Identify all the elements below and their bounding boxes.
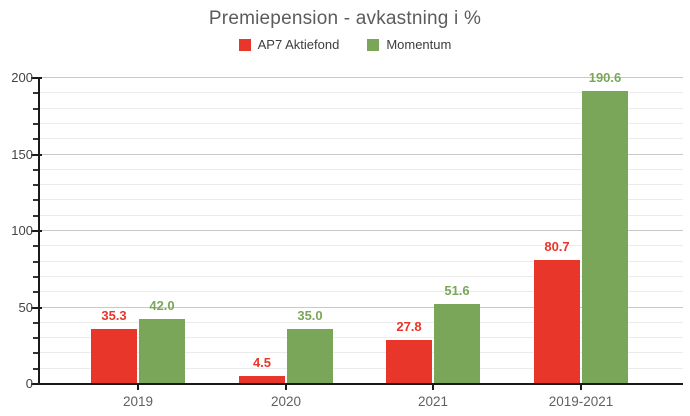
x-axis-label: 2021 xyxy=(417,394,449,409)
y-axis-minor-tick xyxy=(33,337,38,339)
bar-momentum xyxy=(582,91,628,383)
legend-item: Momentum xyxy=(367,37,451,52)
major-gridline xyxy=(38,77,683,78)
y-axis-minor-tick xyxy=(33,261,38,263)
bar-ap7 xyxy=(239,376,285,383)
legend-swatch-icon xyxy=(238,38,251,51)
bar-momentum xyxy=(434,304,480,383)
bar-value-label: 27.8 xyxy=(396,319,422,334)
y-axis-minor-tick xyxy=(33,123,38,125)
y-axis-major-tick xyxy=(31,383,42,385)
y-axis-minor-tick xyxy=(33,199,38,201)
minor-gridline xyxy=(38,92,683,93)
minor-gridline xyxy=(38,291,683,292)
bar-ap7 xyxy=(91,329,137,383)
bar-value-label: 35.0 xyxy=(297,308,323,323)
y-axis-label: 50 xyxy=(18,300,33,315)
x-axis-tick xyxy=(137,383,139,390)
legend-item: AP7 Aktiefond xyxy=(238,37,340,52)
x-axis-line xyxy=(38,383,683,385)
major-gridline xyxy=(38,154,683,155)
minor-gridline xyxy=(38,337,683,338)
y-axis-minor-tick xyxy=(33,184,38,186)
minor-gridline xyxy=(38,368,683,369)
bar-value-label: 4.5 xyxy=(252,355,272,370)
y-axis-minor-tick xyxy=(33,291,38,293)
minor-gridline xyxy=(38,276,683,277)
bar-momentum xyxy=(287,329,333,383)
y-axis-label: 150 xyxy=(11,147,33,162)
minor-gridline xyxy=(38,245,683,246)
y-axis-minor-tick xyxy=(33,169,38,171)
minor-gridline xyxy=(38,138,683,139)
bar-value-label: 190.6 xyxy=(588,70,622,85)
y-axis-minor-tick xyxy=(33,245,38,247)
minor-gridline xyxy=(38,184,683,185)
y-axis-minor-tick xyxy=(33,108,38,110)
chart-title: Premiepension - avkastning i % xyxy=(208,8,482,29)
minor-gridline xyxy=(38,215,683,216)
y-axis-minor-tick xyxy=(33,215,38,217)
x-axis-label: 2019 xyxy=(122,394,154,409)
legend-label: Momentum xyxy=(386,37,452,52)
legend-swatch-icon xyxy=(367,38,380,51)
bar-ap7 xyxy=(386,340,432,383)
y-axis-minor-tick xyxy=(33,92,38,94)
minor-gridline xyxy=(38,199,683,200)
y-axis-major-tick xyxy=(31,154,42,156)
y-axis-minor-tick xyxy=(33,276,38,278)
major-gridline xyxy=(38,230,683,231)
y-axis-major-tick xyxy=(31,307,42,309)
minor-gridline xyxy=(38,123,683,124)
bar-value-label: 80.7 xyxy=(544,239,570,254)
bar-momentum xyxy=(139,319,185,383)
x-axis-tick xyxy=(580,383,582,390)
y-axis-minor-tick xyxy=(33,322,38,324)
legend-label: AP7 Aktiefond xyxy=(257,37,340,52)
y-axis-label: 0 xyxy=(25,376,33,391)
y-axis-minor-tick xyxy=(33,138,38,140)
bar-ap7 xyxy=(534,260,580,383)
x-axis-label: 2020 xyxy=(270,394,302,409)
x-axis-tick xyxy=(432,383,434,390)
bar-value-label: 35.3 xyxy=(101,308,127,323)
bar-value-label: 42.0 xyxy=(149,298,175,313)
minor-gridline xyxy=(38,322,683,323)
minor-gridline xyxy=(38,169,683,170)
y-axis-minor-tick xyxy=(33,352,38,354)
y-axis-major-tick xyxy=(31,230,42,232)
y-axis-major-tick xyxy=(31,77,42,79)
y-axis-minor-tick xyxy=(33,368,38,370)
minor-gridline xyxy=(38,352,683,353)
y-axis-label: 100 xyxy=(11,223,33,238)
bar-value-label: 51.6 xyxy=(444,283,470,298)
minor-gridline xyxy=(38,108,683,109)
major-gridline xyxy=(38,307,683,308)
minor-gridline xyxy=(38,261,683,262)
x-axis-label: 2019-2021 xyxy=(548,394,614,409)
y-axis-label: 200 xyxy=(11,70,33,85)
x-axis-tick xyxy=(285,383,287,390)
chart-legend: AP7 Aktiefond Momentum xyxy=(0,37,690,52)
